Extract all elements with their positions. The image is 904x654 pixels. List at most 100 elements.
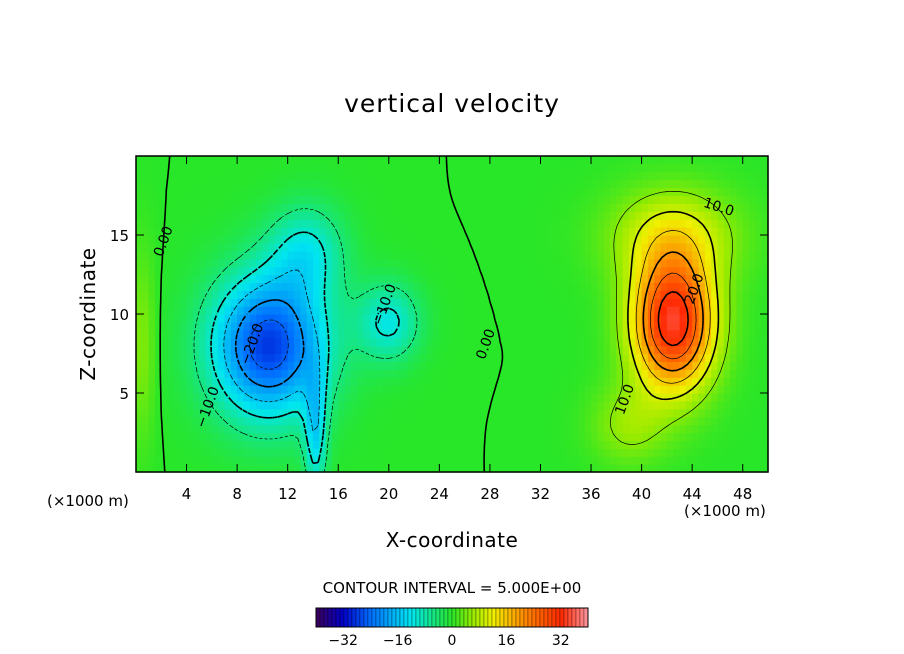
heatmap-cell bbox=[186, 274, 194, 283]
heatmap-cell bbox=[578, 440, 586, 449]
heatmap-cell bbox=[199, 290, 207, 299]
heatmap-cell bbox=[470, 377, 478, 386]
heatmap-cell bbox=[186, 195, 194, 204]
heatmap-cell bbox=[142, 306, 150, 315]
heatmap-cell bbox=[489, 179, 497, 189]
heatmap-cell bbox=[477, 203, 485, 212]
heatmap-cell bbox=[395, 456, 403, 465]
heatmap-cell bbox=[433, 314, 440, 323]
heatmap-cell bbox=[654, 298, 662, 307]
heatmap-cell bbox=[666, 408, 674, 418]
heatmap-cell bbox=[142, 258, 150, 268]
heatmap-cell bbox=[730, 385, 737, 394]
heatmap-cell bbox=[186, 250, 194, 260]
colorbar-swatch bbox=[483, 607, 489, 628]
heatmap-cell bbox=[458, 266, 466, 276]
heatmap-cell bbox=[338, 377, 346, 386]
heatmap-cell bbox=[249, 179, 257, 189]
heatmap-cell bbox=[376, 416, 384, 426]
heatmap-cell bbox=[761, 187, 769, 197]
heatmap-cell bbox=[439, 227, 447, 236]
heatmap-cell bbox=[742, 156, 750, 165]
heatmap-cell bbox=[660, 385, 668, 394]
heatmap-cell bbox=[388, 432, 396, 441]
heatmap-cell bbox=[628, 235, 636, 244]
heatmap-cell bbox=[647, 353, 655, 362]
heatmap-cell bbox=[306, 211, 314, 220]
heatmap-cell bbox=[262, 440, 270, 449]
heatmap-cell bbox=[458, 258, 466, 268]
heatmap-cell bbox=[717, 203, 725, 212]
heatmap-cell bbox=[559, 424, 567, 434]
heatmap-cell bbox=[218, 345, 226, 355]
heatmap-cell bbox=[161, 274, 169, 283]
heatmap-cell bbox=[350, 440, 358, 449]
heatmap-cell bbox=[610, 456, 617, 465]
heatmap-cell bbox=[635, 314, 643, 323]
heatmap-cell bbox=[711, 211, 719, 220]
heatmap-cell bbox=[508, 369, 516, 378]
heatmap-cell bbox=[173, 274, 181, 283]
heatmap-cell bbox=[736, 385, 744, 394]
heatmap-cell bbox=[578, 369, 586, 378]
heatmap-cell bbox=[685, 250, 693, 260]
heatmap-cell bbox=[211, 440, 219, 449]
heatmap-cell bbox=[698, 195, 706, 204]
heatmap-cell bbox=[496, 345, 504, 355]
heatmap-cell bbox=[742, 432, 750, 441]
heatmap-cell bbox=[243, 369, 251, 378]
heatmap-cell bbox=[211, 258, 219, 268]
heatmap-cell bbox=[268, 179, 276, 189]
heatmap-cell bbox=[464, 242, 472, 252]
heatmap-cell bbox=[376, 203, 384, 212]
heatmap-cell bbox=[325, 456, 333, 465]
heatmap-cell bbox=[660, 400, 668, 410]
heatmap-cell bbox=[382, 219, 390, 228]
heatmap-cell bbox=[508, 337, 516, 347]
heatmap-cell bbox=[325, 179, 333, 189]
heatmap-cell bbox=[388, 298, 396, 307]
heatmap-cell bbox=[749, 440, 756, 449]
heatmap-cell bbox=[742, 393, 750, 402]
heatmap-cell bbox=[679, 258, 687, 268]
heatmap-cell bbox=[641, 464, 649, 473]
heatmap-cell bbox=[344, 377, 352, 386]
heatmap-cell bbox=[515, 227, 523, 236]
heatmap-cell bbox=[407, 171, 415, 181]
heatmap-cell bbox=[635, 393, 643, 402]
heatmap-cell bbox=[420, 306, 428, 315]
heatmap-cell bbox=[275, 290, 282, 299]
heatmap-cell bbox=[363, 369, 371, 378]
heatmap-cell bbox=[515, 408, 523, 418]
heatmap-cell bbox=[414, 353, 421, 362]
heatmap-cell bbox=[300, 187, 308, 197]
heatmap-cell bbox=[704, 337, 712, 347]
heatmap-cell bbox=[578, 195, 586, 204]
heatmap-cell bbox=[249, 361, 257, 370]
heatmap-cell bbox=[407, 242, 415, 252]
heatmap-cell bbox=[610, 282, 617, 291]
heatmap-cell bbox=[180, 290, 188, 299]
heatmap-cell bbox=[224, 393, 232, 402]
heatmap-cell bbox=[717, 258, 725, 268]
heatmap-cell bbox=[736, 369, 744, 378]
heatmap-cell bbox=[635, 353, 643, 362]
heatmap-cell bbox=[426, 266, 434, 276]
heatmap-cell bbox=[363, 456, 371, 465]
heatmap-cell bbox=[736, 156, 744, 165]
colorbar-swatch bbox=[323, 607, 329, 628]
heatmap-cell bbox=[553, 385, 561, 394]
heatmap-cell bbox=[603, 353, 611, 362]
heatmap-cell bbox=[199, 361, 207, 370]
heatmap-cell bbox=[445, 385, 453, 394]
heatmap-cell bbox=[180, 211, 188, 220]
heatmap-cell bbox=[761, 416, 769, 426]
chart-title: vertical velocity bbox=[344, 89, 560, 118]
heatmap-cell bbox=[736, 416, 744, 426]
heatmap-cell bbox=[243, 424, 251, 434]
heatmap-cell bbox=[616, 361, 624, 370]
heatmap-cell bbox=[142, 448, 150, 457]
colorbar-swatch bbox=[419, 607, 425, 628]
heatmap-cell bbox=[300, 274, 308, 283]
heatmap-cell bbox=[161, 163, 169, 173]
